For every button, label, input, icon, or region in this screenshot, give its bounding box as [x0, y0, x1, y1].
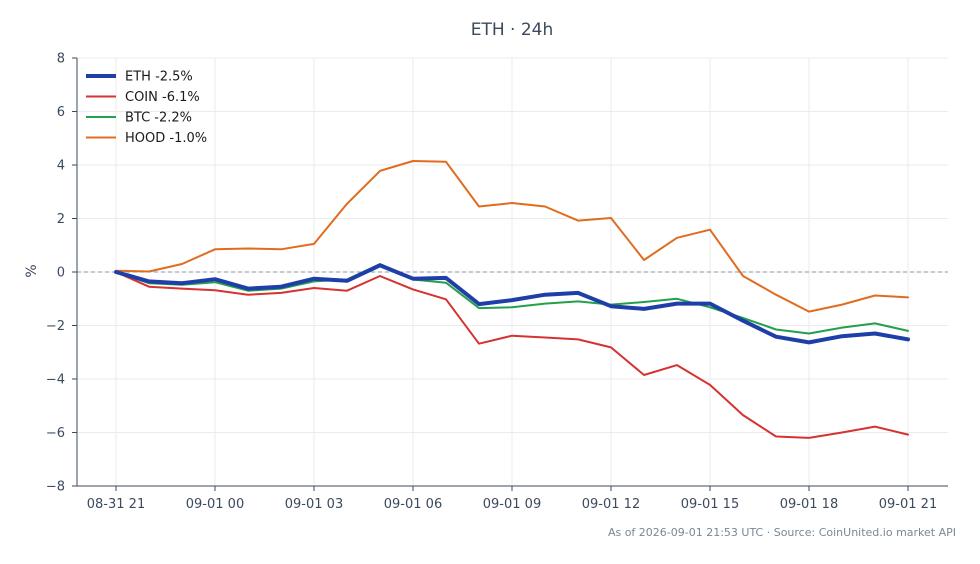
y-tick-label: −2: [46, 319, 65, 334]
axes: 8 6 4 2 0 −2 −4 −6 −8 08-31 21 09-01 00 09-01 03 09-…: [46, 52, 948, 512]
y-tick-label: −4: [46, 373, 65, 388]
x-tick-label: 09-01 00: [186, 497, 244, 512]
x-tick-label: 09-01 03: [285, 497, 343, 512]
x-tick-label: 09-01 15: [681, 497, 739, 512]
y-axis-label: %: [24, 264, 40, 277]
y-tick-label: 6: [57, 105, 65, 120]
y-tick-label: 4: [57, 159, 65, 174]
y-tick-label: 8: [57, 52, 65, 67]
x-tick-label: 09-01 18: [780, 497, 838, 512]
series-line-hood: [115, 160, 909, 313]
y-tick-label: −6: [46, 426, 65, 441]
x-tick-label: 09-01 21: [879, 497, 937, 512]
legend-label-eth: ETH -2.5%: [125, 70, 193, 85]
legend-label-coin: COIN -6.1%: [125, 90, 200, 105]
x-tick-label: 09-01 06: [384, 497, 442, 512]
series-lines: [114, 160, 910, 439]
legend: ETH -2.5% COIN -6.1% BTC -2.2% HOOD -1.0%: [86, 70, 207, 146]
x-tick-label: 09-01 12: [582, 497, 640, 512]
y-tick-label: −8: [46, 480, 65, 495]
source-note: As of 2026-09-01 21:53 UTC · Source: Coi…: [607, 526, 956, 539]
y-tick-label: 0: [57, 266, 65, 281]
x-tick-label: 09-01 09: [483, 497, 541, 512]
legend-label-btc: BTC -2.2%: [125, 111, 192, 126]
y-tick-label: 2: [57, 212, 65, 227]
series-line-eth: [114, 263, 910, 345]
legend-label-hood: HOOD -1.0%: [125, 131, 207, 146]
series-line-btc: [115, 263, 909, 335]
chart-title: ETH · 24h: [470, 20, 554, 40]
series-line-coin: [115, 271, 909, 439]
x-tick-label: 08-31 21: [87, 497, 145, 512]
